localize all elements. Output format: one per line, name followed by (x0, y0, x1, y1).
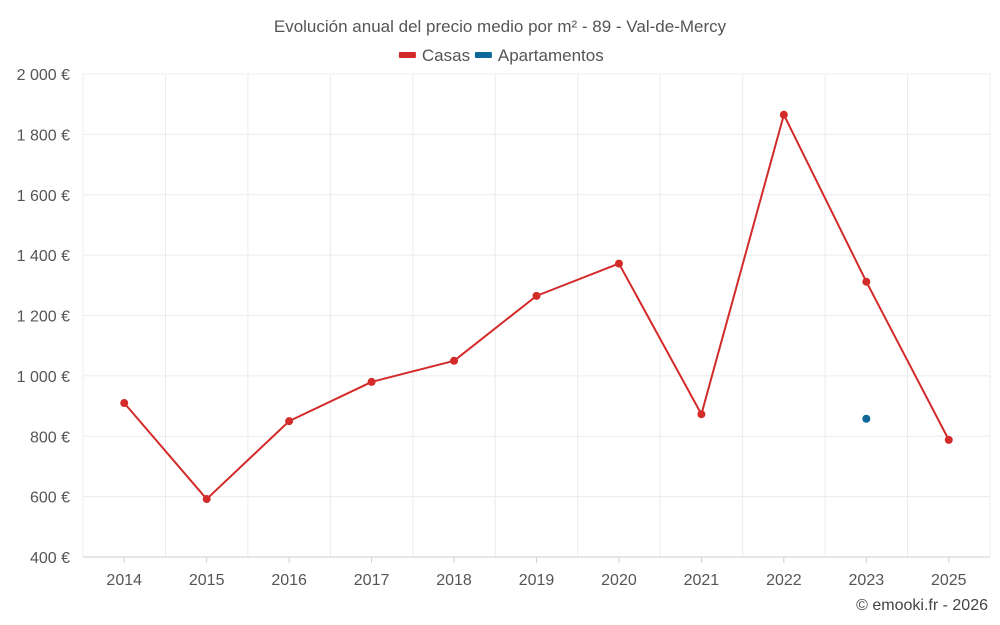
y-tick-label: 400 € (30, 550, 70, 567)
data-point-casas[interactable] (285, 417, 294, 426)
y-tick-label: 1 600 € (17, 188, 70, 205)
x-tick-label: 2017 (354, 572, 390, 589)
data-point-casas[interactable] (862, 277, 871, 286)
legend-swatch-apartamentos[interactable] (474, 52, 492, 58)
axes: 400 € 600 € 800 € 1 000 € 1 200 € 1 400 € 1 60… (17, 67, 990, 589)
y-tick-label: 1 200 € (17, 309, 70, 326)
x-tick-label: 2022 (766, 572, 802, 589)
data-point-casas[interactable] (450, 356, 459, 365)
data-point-casas[interactable] (779, 110, 788, 119)
y-tick-label: 800 € (30, 429, 70, 446)
data-point-casas[interactable] (367, 377, 376, 386)
y-tick-label: 2 000 € (17, 67, 70, 84)
data-point-casas[interactable] (697, 410, 706, 419)
y-tick-label: 1 400 € (17, 248, 70, 265)
legend: Casas Apartamentos (398, 46, 604, 65)
data-point-casas[interactable] (532, 291, 541, 300)
data-point-casas[interactable] (202, 495, 211, 504)
x-tick-label: 2016 (271, 572, 307, 589)
y-tick-label: 1 800 € (17, 127, 70, 144)
x-tick-label: 2015 (189, 572, 225, 589)
series-layer (120, 110, 953, 504)
x-tick-label: 2019 (519, 572, 555, 589)
gridlines (82, 73, 991, 557)
x-tick-label: 2020 (601, 572, 637, 589)
y-tick-label: 1 000 € (17, 369, 70, 386)
x-tick-label: 2023 (849, 572, 885, 589)
y-tick-label: 600 € (30, 490, 70, 507)
data-point-apartamentos[interactable] (862, 414, 871, 423)
legend-label-apartamentos[interactable]: Apartamentos (498, 46, 604, 65)
x-tick-label: 2018 (436, 572, 472, 589)
data-point-casas[interactable] (614, 259, 623, 268)
x-tick-label: 2014 (106, 572, 142, 589)
data-point-casas[interactable] (944, 435, 953, 444)
legend-swatch-casas[interactable] (398, 52, 416, 58)
x-tick-label: 2025 (931, 572, 967, 589)
data-point-casas[interactable] (120, 399, 129, 408)
legend-label-casas[interactable]: Casas (422, 46, 470, 65)
credit-text: © emooki.fr - 2026 (856, 597, 988, 614)
x-tick-label: 2021 (684, 572, 720, 589)
chart-title: Evolución anual del precio medio por m² … (274, 17, 727, 36)
